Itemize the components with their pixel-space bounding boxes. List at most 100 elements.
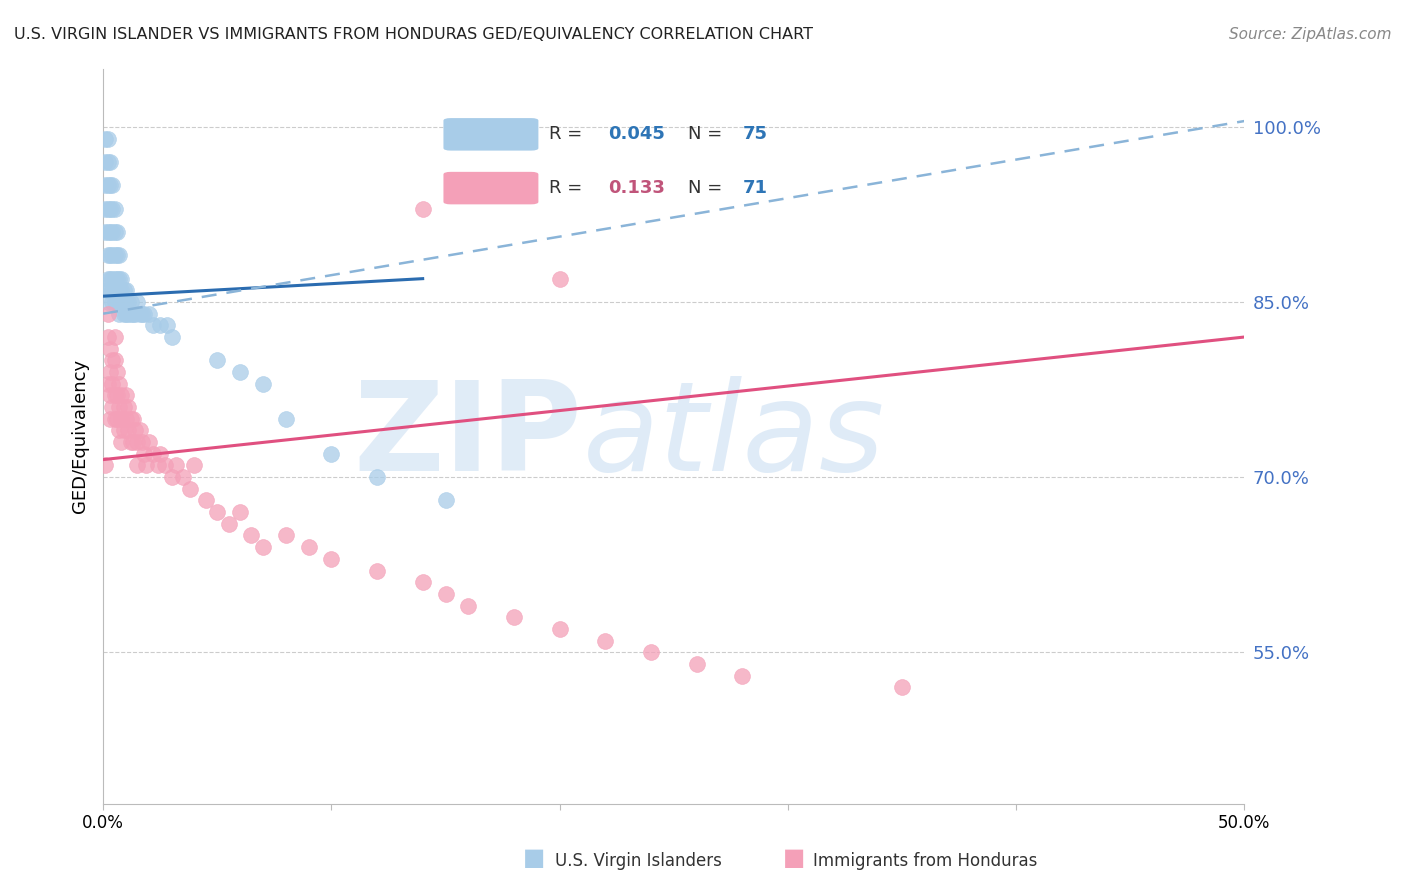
Point: [97, 131, 120, 145]
Point: [207, 353, 229, 368]
Point: [108, 283, 131, 297]
Point: [94, 202, 117, 216]
Point: [252, 376, 274, 391]
Point: [98, 411, 121, 425]
Point: [103, 330, 125, 344]
Point: [321, 551, 343, 566]
Point: [112, 424, 135, 438]
Point: [94, 178, 117, 193]
Point: [108, 400, 131, 414]
Point: [101, 295, 124, 310]
Point: [101, 376, 124, 391]
Text: ■: ■: [523, 846, 546, 870]
Point: [98, 225, 121, 239]
Point: [117, 424, 139, 438]
Point: [252, 540, 274, 554]
Point: [110, 411, 132, 425]
Point: [97, 202, 120, 216]
Point: [156, 318, 179, 333]
Point: [103, 271, 125, 285]
Point: [97, 155, 120, 169]
Point: [120, 411, 142, 425]
Text: U.S. VIRGIN ISLANDER VS IMMIGRANTS FROM HONDURAS GED/EQUIVALENCY CORRELATION CHA: U.S. VIRGIN ISLANDER VS IMMIGRANTS FROM …: [14, 27, 813, 42]
Point: [134, 307, 156, 321]
Point: [110, 388, 132, 402]
Point: [98, 283, 121, 297]
Point: [153, 458, 176, 473]
Point: [434, 587, 457, 601]
Point: [94, 225, 117, 239]
Point: [112, 295, 135, 310]
Point: [101, 283, 124, 297]
Point: [142, 318, 165, 333]
Point: [98, 155, 121, 169]
Point: [110, 271, 132, 285]
Point: [103, 202, 125, 216]
Point: [110, 435, 132, 450]
Point: [94, 155, 117, 169]
Point: [685, 657, 707, 671]
Point: [274, 528, 297, 542]
Point: [101, 202, 124, 216]
Point: [138, 435, 160, 450]
Point: [128, 424, 150, 438]
Point: [101, 400, 124, 414]
Point: [434, 493, 457, 508]
Point: [98, 271, 121, 285]
Point: [108, 424, 131, 438]
Point: [103, 248, 125, 262]
Point: [97, 225, 120, 239]
Point: [94, 458, 117, 473]
Point: [127, 458, 149, 473]
Point: [103, 353, 125, 368]
Point: [731, 668, 754, 682]
Point: [412, 202, 434, 216]
Point: [593, 633, 616, 648]
Text: U.S. Virgin Islanders: U.S. Virgin Islanders: [555, 852, 723, 870]
Point: [229, 365, 252, 379]
Point: [274, 411, 297, 425]
Point: [97, 307, 120, 321]
Point: [98, 388, 121, 402]
Point: [98, 178, 121, 193]
Point: [103, 295, 125, 310]
Point: [97, 283, 120, 297]
Point: [103, 225, 125, 239]
Point: [117, 295, 139, 310]
Point: [97, 178, 120, 193]
Point: [503, 610, 526, 624]
Point: [160, 330, 183, 344]
Point: [101, 178, 124, 193]
Point: [115, 388, 138, 402]
Point: [179, 482, 201, 496]
Point: [366, 564, 388, 578]
Point: [194, 493, 217, 508]
Point: [127, 435, 149, 450]
Point: [117, 400, 139, 414]
Point: [112, 307, 135, 321]
Point: [108, 248, 131, 262]
Point: [457, 599, 479, 613]
Point: [112, 283, 135, 297]
Point: [149, 447, 172, 461]
Point: [105, 365, 128, 379]
Point: [160, 470, 183, 484]
Point: [218, 516, 240, 531]
Point: [115, 307, 138, 321]
Point: [183, 458, 205, 473]
Point: [548, 622, 571, 636]
Y-axis label: GED/Equivalency: GED/Equivalency: [72, 359, 89, 513]
Point: [97, 248, 120, 262]
Point: [97, 271, 120, 285]
Point: [101, 248, 124, 262]
Point: [128, 307, 150, 321]
Point: [98, 365, 121, 379]
Point: [138, 307, 160, 321]
Point: [135, 458, 157, 473]
Point: [120, 295, 142, 310]
Text: ZIP: ZIP: [354, 376, 582, 497]
Point: [131, 435, 153, 450]
Point: [105, 411, 128, 425]
Point: [131, 307, 153, 321]
Point: [891, 680, 914, 694]
